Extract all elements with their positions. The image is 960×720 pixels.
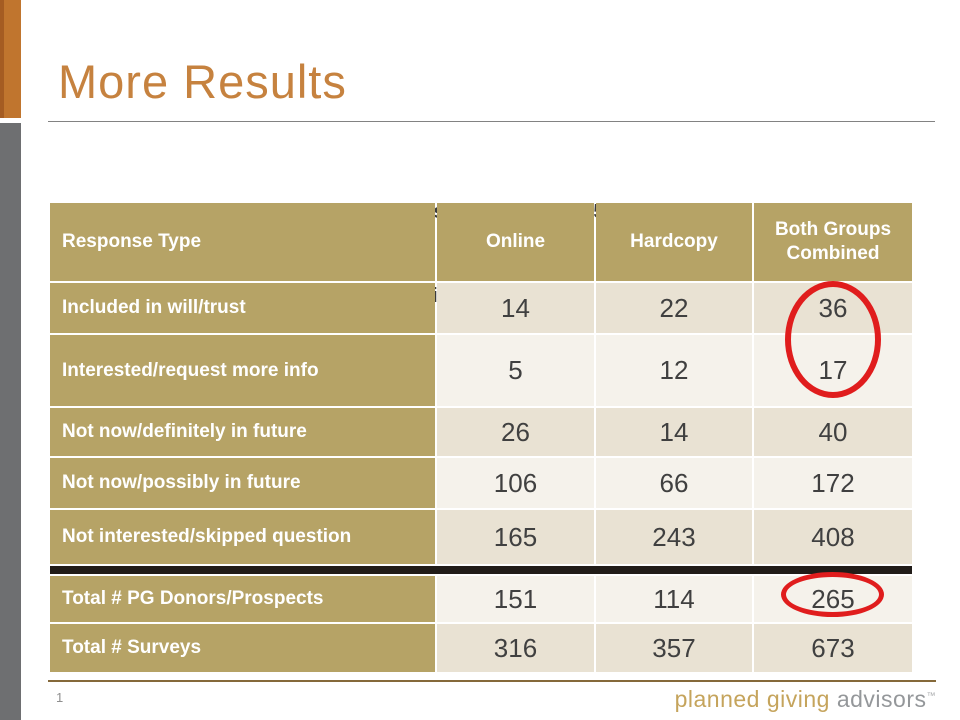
header-both-groups-combined: Both Groups Combined xyxy=(754,203,912,281)
table-row: Not now/possibly in future 106 66 172 xyxy=(50,458,912,508)
cell-online: 316 xyxy=(437,624,594,672)
cell-combined: 408 xyxy=(754,510,912,564)
cell-hardcopy: 357 xyxy=(596,624,752,672)
cell-hardcopy: 66 xyxy=(596,458,752,508)
row-label: Not now/possibly in future xyxy=(50,458,435,508)
header-online: Online xyxy=(437,203,594,281)
cell-online: 165 xyxy=(437,510,594,564)
cell-online: 5 xyxy=(437,335,594,406)
survey-results-table: Response Type Online Hardcopy Both Group… xyxy=(50,203,912,674)
table-row: Not now/definitely in future 26 14 40 xyxy=(50,408,912,456)
left-accent-bar-gray xyxy=(0,123,21,720)
header-hardcopy: Hardcopy xyxy=(596,203,752,281)
logo-trademark: ™ xyxy=(926,690,936,701)
logo-planned-giving: planned giving xyxy=(674,686,830,712)
cell-combined: 172 xyxy=(754,458,912,508)
annotation-circle-combined-responses xyxy=(785,281,881,398)
cell-hardcopy: 243 xyxy=(596,510,752,564)
cell-hardcopy: 14 xyxy=(596,408,752,456)
cell-online: 151 xyxy=(437,576,594,622)
table-header-row: Response Type Online Hardcopy Both Group… xyxy=(50,203,912,281)
annotation-circle-total-donors xyxy=(781,572,884,617)
logo-advisors: advisors xyxy=(836,686,927,712)
cell-combined: 40 xyxy=(754,408,912,456)
table-row: Total # PG Donors/Prospects 151 114 265 xyxy=(50,576,912,622)
row-label: Interested/request more info xyxy=(50,335,435,406)
cell-hardcopy: 114 xyxy=(596,576,752,622)
cell-hardcopy: 22 xyxy=(596,283,752,333)
row-label: Total # Surveys xyxy=(50,624,435,672)
cell-online: 14 xyxy=(437,283,594,333)
cell-hardcopy: 12 xyxy=(596,335,752,406)
totals-divider-bar xyxy=(50,566,912,574)
header-response-type: Response Type xyxy=(50,203,435,281)
cell-online: 106 xyxy=(437,458,594,508)
planned-giving-advisors-logo: planned giving advisors™ xyxy=(675,686,936,713)
row-label: Not interested/skipped question xyxy=(50,510,435,564)
left-accent-bar-orange xyxy=(0,0,21,118)
row-label: Not now/definitely in future xyxy=(50,408,435,456)
row-label: Total # PG Donors/Prospects xyxy=(50,576,435,622)
row-label: Included in will/trust xyxy=(50,283,435,333)
table-row: Total # Surveys 316 357 673 xyxy=(50,624,912,672)
cell-online: 26 xyxy=(437,408,594,456)
table-row: Included in will/trust 14 22 36 xyxy=(50,283,912,333)
cell-combined: 673 xyxy=(754,624,912,672)
table-row: Interested/request more info 5 12 17 xyxy=(50,335,912,406)
slide-title: More Results xyxy=(58,55,347,108)
footer-rule xyxy=(48,680,936,682)
table-row: Not interested/skipped question 165 243 … xyxy=(50,510,912,564)
title-underline xyxy=(48,121,935,122)
page-number: 1 xyxy=(56,690,64,705)
